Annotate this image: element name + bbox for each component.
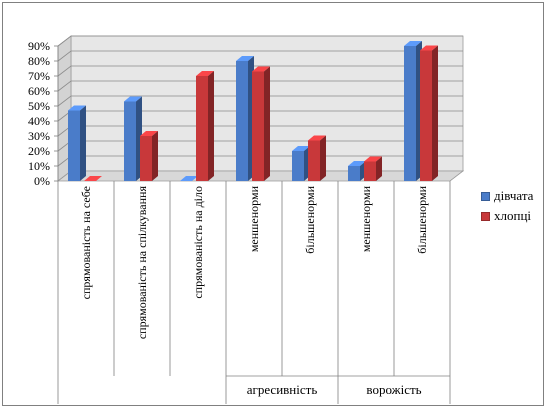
bar-boys [140, 131, 158, 181]
y-tick-label: 70% [28, 69, 50, 83]
gridline [57, 35, 463, 47]
category-label: більшенорми [415, 185, 429, 253]
y-tick-label: 0% [34, 174, 50, 188]
legend-swatch-girls [481, 191, 490, 201]
legend-label-girls: дівчата [494, 188, 534, 203]
y-tick-label: 20% [28, 144, 50, 158]
bar-girls [124, 96, 142, 181]
category-label: спрямованість на спілкування [135, 186, 149, 340]
legend-item-boys: хлопці [481, 206, 533, 226]
bar-girls [236, 56, 254, 181]
bar-boys [364, 156, 382, 181]
group-label: ворожість [366, 382, 421, 397]
bar-girls [68, 105, 86, 181]
gridline [57, 95, 463, 107]
bar-girls [404, 41, 422, 181]
y-tick-label: 60% [28, 84, 50, 98]
bar-boys [84, 176, 102, 181]
bar-girls [348, 161, 366, 181]
bar-girls [292, 146, 310, 181]
category-label: меншенорми [247, 185, 261, 252]
y-tick-label: 40% [28, 114, 50, 128]
legend-item-girls: дівчата [481, 186, 533, 206]
category-label: меншенорми [359, 185, 373, 252]
bar-boys [196, 71, 214, 181]
group-label: агресивність [247, 382, 318, 397]
gridline [57, 65, 463, 77]
gridline [57, 50, 463, 62]
gridline [57, 80, 463, 92]
category-label: спрямованість на себе [79, 186, 93, 299]
legend-label-boys: хлопці [494, 208, 532, 223]
bar-girls [180, 176, 198, 181]
category-label: більшенорми [303, 185, 317, 253]
y-tick-label: 50% [28, 99, 50, 113]
bar-boys [308, 135, 326, 181]
y-tick-label: 10% [28, 159, 50, 173]
legend: дівчата хлопці [481, 186, 533, 226]
y-tick-label: 80% [28, 54, 50, 68]
bar-boys [252, 66, 270, 181]
category-label: спрямованість на діло [191, 186, 205, 299]
bar-boys [420, 45, 438, 181]
chart-frame [2, 2, 544, 406]
y-tick-label: 30% [28, 129, 50, 143]
y-tick-label: 90% [28, 39, 50, 53]
legend-swatch-boys [481, 211, 490, 221]
